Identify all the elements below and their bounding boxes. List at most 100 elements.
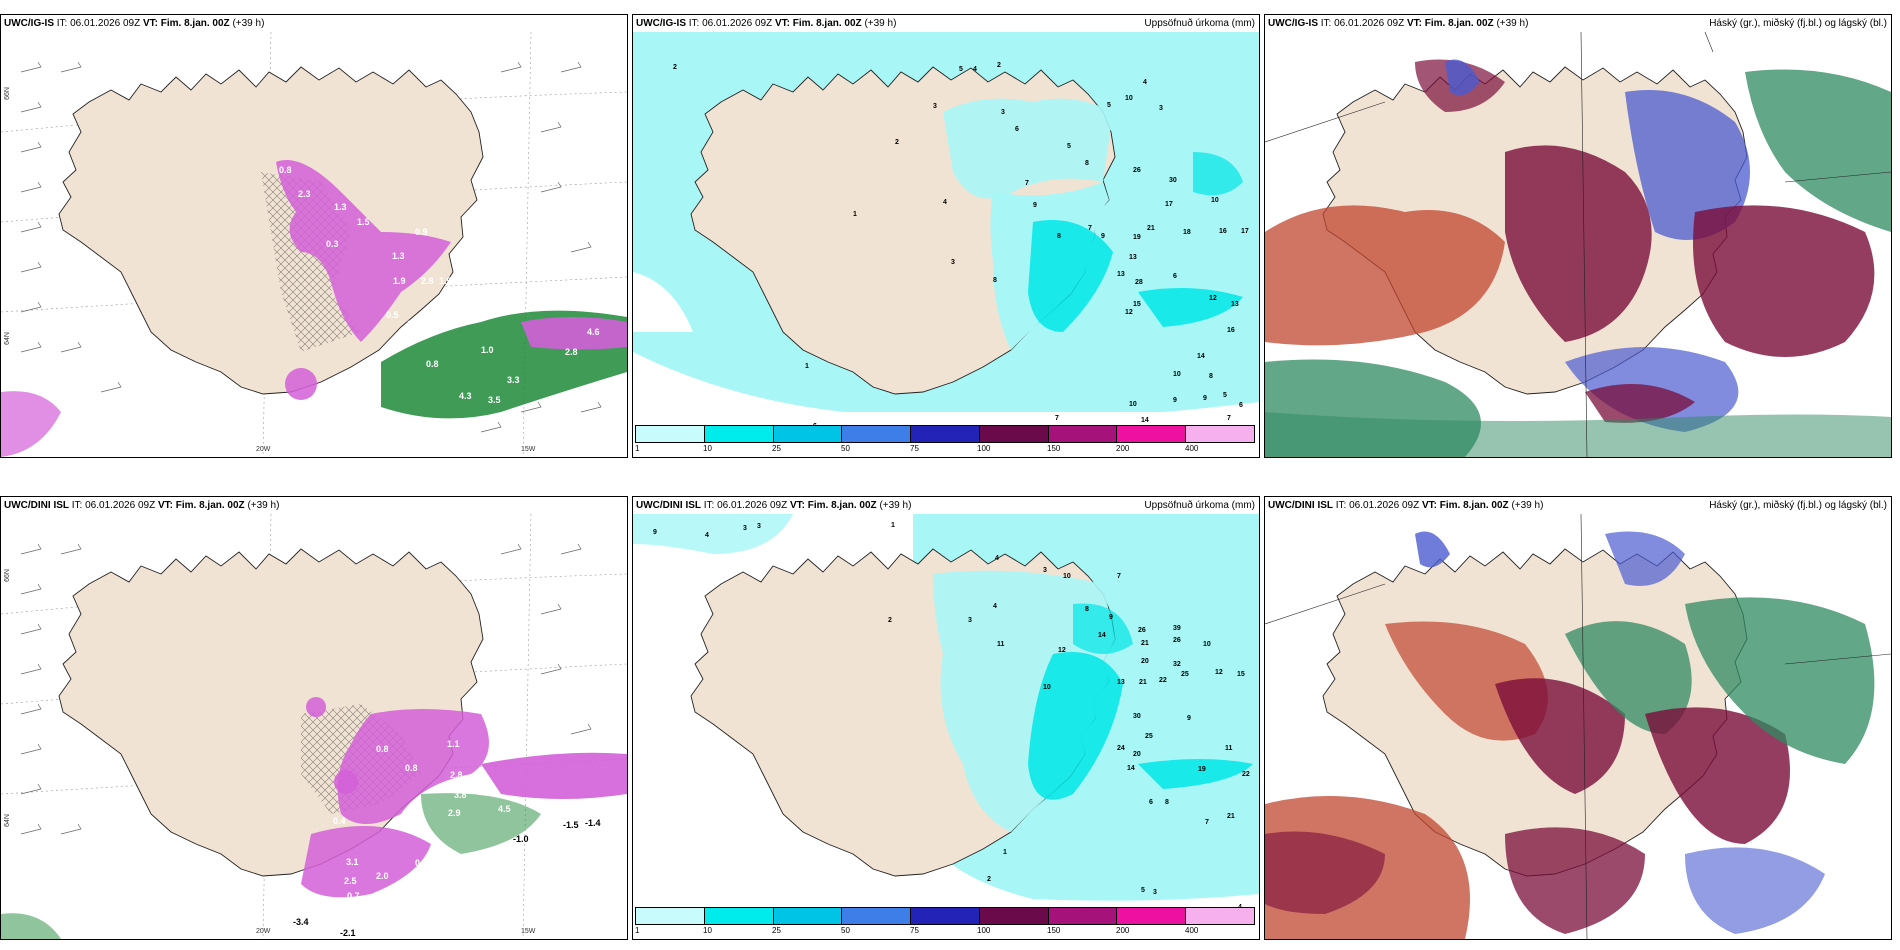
precip-label: 1 [805,363,809,370]
precip-label: 30 [1133,713,1141,720]
temperature-map: 0.8 1.1 0.8 2.8 3.8 2.9 4.5 0.4 1.3 3.1 … [1,514,627,939]
precip-label: 12 [1215,669,1223,676]
legend-tick: 1 [635,444,640,453]
legend-tick: 10 [703,926,712,935]
lon-label: 20W [256,928,271,935]
precip-label: 15 [1237,671,1245,678]
init-time: 06.01.2026 09Z [717,500,788,511]
precip-label: 25 [1145,733,1153,740]
temp-label: 1.0 [481,345,494,355]
precipitation-map: 9 4 3 3 1 4 2 3 10 7 3 4 8 9 11 10 12 14… [633,514,1259,914]
precip-label: 28 [1135,279,1143,286]
precip-label: 39 [1173,625,1181,632]
precip-label: 11 [997,641,1005,648]
legend-tick: 100 [977,926,991,935]
precip-label: 11 [1225,745,1233,752]
lon-label: 15W [521,928,536,935]
panel-ig-clouds: UWC/IG-IS IT: 06.01.2026 09Z VT: Fim. 8.… [1264,14,1892,458]
temp-label: 0.9 [415,227,428,237]
precip-label: 17 [1165,201,1173,208]
temp-label: 3.5 [488,395,501,405]
precip-label: 5 [1223,392,1227,399]
precip-label: 3 [933,103,937,110]
legend-bar [635,907,1255,925]
valid-time: VT: Fim. 8.jan. 00Z [157,500,245,511]
precip-label: 2 [673,64,677,71]
temp-label: 0.5 [386,310,399,320]
temp-label: 3.5 [405,907,418,917]
cloud-map [1265,514,1891,939]
legend-tick: 75 [910,926,919,935]
it-label: IT: [1335,500,1347,511]
temp-label: 1.8 [568,827,581,837]
legend-swatch [842,908,912,924]
panel-header: UWC/IG-IS IT: 06.01.2026 09Z VT: Fim. 8.… [1265,15,1891,32]
legend-swatch [1117,908,1187,924]
precip-label: 3 [951,259,955,266]
precip-label: 4 [995,555,999,562]
precip-label: 7 [1088,225,1092,232]
legend-tick: 1 [635,926,640,935]
map-area [1265,514,1891,939]
precip-label: 10 [1043,684,1051,691]
legend-tick: 25 [772,926,781,935]
precip-label: 24 [1117,745,1125,752]
precip-label: 5 [1141,887,1145,894]
precip-label: 5 [1107,102,1111,109]
precipitation-map: 2 5 4 2 3 5 10 4 3 3 2 6 7 5 8 9 26 30 1… [633,32,1259,430]
it-label: IT: [688,18,700,29]
temp-label: 1.3 [392,251,405,261]
precip-label: 7 [1055,415,1059,422]
precip-label: 5 [959,66,963,73]
map-area: 9 4 3 3 1 4 2 3 10 7 3 4 8 9 11 10 12 14… [633,514,1259,939]
precip-label: 8 [1165,799,1169,806]
precip-label: 10 [1063,573,1071,580]
precip-label: 19 [1198,766,1206,773]
panel-dini-precipitation: UWC/DINI ISL IT: 06.01.2026 09Z VT: Fim.… [632,496,1260,940]
legend-tick: 75 [910,444,919,453]
panel-header: UWC/IG-IS IT: 06.01.2026 09Z VT: Fim. 8.… [633,15,1259,32]
lat-label: 66N [3,569,11,582]
precip-label: 12 [1209,295,1217,302]
it-label: IT: [56,18,68,29]
temp-label: 1.3 [581,839,594,849]
temp-label: 0.8 [426,359,439,369]
precip-label: 7 [1117,573,1121,580]
precip-label: 8 [1085,606,1089,613]
model-name: UWC/DINI ISL [636,500,701,511]
legend-swatch [1186,908,1255,924]
lat-label: 64N [3,332,11,345]
valid-time: VT: Fim. 8.jan. 00Z [1421,500,1509,511]
precip-legend: 1 10 25 50 75 100 150 200 400 [635,425,1255,455]
legend-swatch [704,426,774,442]
precip-label: 18 [1183,229,1191,236]
map-area: 2 5 4 2 3 5 10 4 3 3 2 6 7 5 8 9 26 30 1… [633,32,1259,457]
legend-tick: 200 [1116,444,1130,453]
lead-time: (+39 h) [232,18,265,29]
temp-label: 0.8 [376,744,389,754]
precip-label: 4 [705,532,709,539]
model-name: UWC/IG-IS [636,18,686,29]
precip-label: 13 [1117,679,1125,686]
legend-swatch [773,908,843,924]
temp-label: 1.4 [471,250,484,260]
lead-time: (+39 h) [1496,18,1529,29]
precip-label: 10 [1125,95,1133,102]
precip-label: 5 [1067,143,1071,150]
temp-label: 2.5 [344,876,357,886]
precip-label: 10 [1203,641,1211,648]
precip-label: 1 [1003,849,1007,856]
precip-label: 13 [1231,301,1239,308]
precip-label: 6 [1239,402,1243,409]
precip-label: 6 [1015,126,1019,133]
precip-label: 3 [1043,567,1047,574]
temp-label: 2.8 [565,347,578,357]
temp-label: 0.6 [407,319,420,329]
precip-label: 15 [1133,301,1141,308]
temp-label: 0.3 [326,239,339,249]
precip-label: 26 [1133,167,1141,174]
temp-label: 0.4 [333,816,346,826]
precip-label: 7 [1025,180,1029,187]
precip-label: 9 [1173,397,1177,404]
precip-label: 26 [1173,637,1181,644]
